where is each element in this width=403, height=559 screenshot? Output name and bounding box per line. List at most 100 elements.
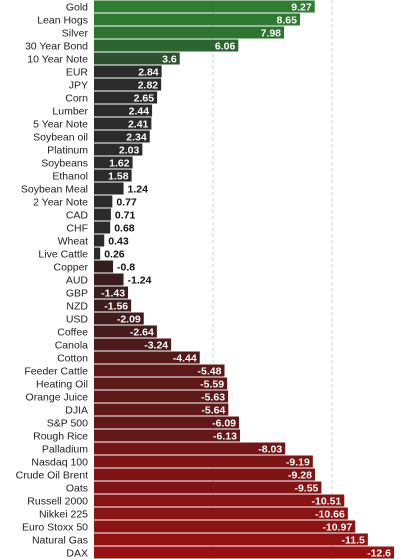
bar bbox=[94, 195, 113, 208]
bar bbox=[94, 39, 239, 52]
value-label: -2.09 bbox=[117, 313, 141, 325]
value-label: 1.24 bbox=[128, 183, 149, 195]
value-label: -10.51 bbox=[311, 495, 341, 507]
bar bbox=[94, 546, 395, 559]
value-label: -0.8 bbox=[117, 261, 135, 273]
category-label: Oats bbox=[66, 482, 88, 494]
category-label: CHF bbox=[66, 222, 88, 234]
bar bbox=[94, 468, 315, 481]
category-label: GBP bbox=[66, 287, 88, 299]
bar bbox=[94, 520, 356, 533]
value-label: -2.64 bbox=[130, 326, 154, 338]
value-label: -10.97 bbox=[322, 521, 352, 533]
category-label: 2 Year Note bbox=[33, 196, 88, 208]
value-label: -5.64 bbox=[201, 404, 225, 416]
bar bbox=[94, 481, 322, 494]
category-label: 10 Year Note bbox=[27, 53, 88, 65]
value-label: 2.65 bbox=[134, 92, 155, 104]
category-label: Wheat bbox=[58, 235, 88, 247]
value-label: -8.03 bbox=[258, 443, 282, 455]
category-label: Heating Oil bbox=[36, 378, 88, 390]
category-label: Nasdaq 100 bbox=[31, 456, 88, 468]
bar bbox=[94, 429, 240, 442]
bar bbox=[94, 260, 114, 273]
category-label: Palladium bbox=[42, 443, 88, 455]
category-label: EUR bbox=[66, 66, 89, 78]
value-label: 0.26 bbox=[104, 248, 125, 260]
category-label: Canola bbox=[55, 339, 88, 351]
bar bbox=[94, 13, 300, 26]
value-label: -5.63 bbox=[201, 391, 225, 403]
category-label: S&P 500 bbox=[47, 417, 88, 429]
category-label: Coffee bbox=[57, 326, 88, 338]
category-label: JPY bbox=[69, 79, 88, 91]
category-label: Russell 2000 bbox=[27, 495, 88, 507]
category-label: Rough Rice bbox=[33, 430, 88, 442]
value-label: 7.98 bbox=[261, 27, 282, 39]
value-label: 6.06 bbox=[215, 40, 236, 52]
bar bbox=[94, 247, 101, 260]
bar bbox=[94, 351, 200, 364]
bar bbox=[94, 208, 111, 221]
bar bbox=[94, 377, 228, 390]
bar bbox=[94, 416, 240, 429]
value-label: -12.6 bbox=[367, 547, 391, 559]
category-label: Euro Stoxx 50 bbox=[22, 521, 88, 533]
bars bbox=[94, 0, 395, 559]
value-label: 3.6 bbox=[162, 53, 177, 65]
bar bbox=[94, 78, 162, 91]
bar bbox=[94, 312, 144, 325]
category-label: Soybean oil bbox=[33, 131, 88, 143]
bar bbox=[94, 507, 348, 520]
value-label: -6.09 bbox=[212, 417, 236, 429]
value-label: -10.66 bbox=[315, 508, 345, 520]
bar bbox=[94, 117, 152, 130]
category-label: Soybeans bbox=[41, 157, 88, 169]
value-label: 2.84 bbox=[138, 66, 159, 78]
value-labels: 9.278.657.986.063.62.842.822.652.442.412… bbox=[101, 1, 391, 559]
bar bbox=[94, 26, 285, 39]
bar bbox=[94, 91, 158, 104]
value-label: -1.24 bbox=[128, 274, 152, 286]
category-label: Cotton bbox=[57, 352, 88, 364]
category-label: Crude Oil Brent bbox=[16, 469, 88, 481]
bar bbox=[94, 104, 153, 117]
value-label: 2.34 bbox=[126, 131, 147, 143]
category-label: Live Cattle bbox=[38, 248, 88, 260]
value-label: -1.56 bbox=[104, 300, 128, 312]
bar bbox=[94, 65, 162, 78]
bar bbox=[94, 130, 150, 143]
category-label: Nikkei 225 bbox=[39, 508, 88, 520]
value-label: 2.41 bbox=[128, 118, 149, 130]
value-label: 0.77 bbox=[116, 196, 137, 208]
bar bbox=[94, 234, 105, 247]
category-label: Ethanol bbox=[52, 170, 88, 182]
value-label: -5.59 bbox=[200, 378, 224, 390]
category-label: NZD bbox=[66, 300, 88, 312]
value-label: 1.62 bbox=[109, 157, 130, 169]
value-label: 2.82 bbox=[138, 79, 159, 91]
value-label: 0.68 bbox=[114, 222, 135, 234]
value-label: -9.55 bbox=[294, 482, 318, 494]
category-label: Corn bbox=[65, 92, 88, 104]
category-label: DJIA bbox=[65, 404, 88, 416]
bar bbox=[94, 364, 225, 377]
category-label: CAD bbox=[66, 209, 89, 221]
bar bbox=[94, 299, 132, 312]
category-label: Gold bbox=[66, 1, 88, 13]
category-label: DAX bbox=[66, 547, 88, 559]
bar bbox=[94, 221, 111, 234]
value-label: -9.28 bbox=[288, 469, 312, 481]
value-label: 9.27 bbox=[291, 1, 312, 13]
bar bbox=[94, 52, 180, 65]
bar bbox=[94, 0, 315, 13]
category-label: Silver bbox=[62, 27, 89, 39]
category-label: 5 Year Note bbox=[33, 118, 88, 130]
category-label: Platinum bbox=[47, 144, 88, 156]
bar bbox=[94, 403, 229, 416]
value-label: 0.43 bbox=[108, 235, 129, 247]
category-label: USD bbox=[66, 313, 89, 325]
category-label: Soybean Meal bbox=[21, 183, 88, 195]
